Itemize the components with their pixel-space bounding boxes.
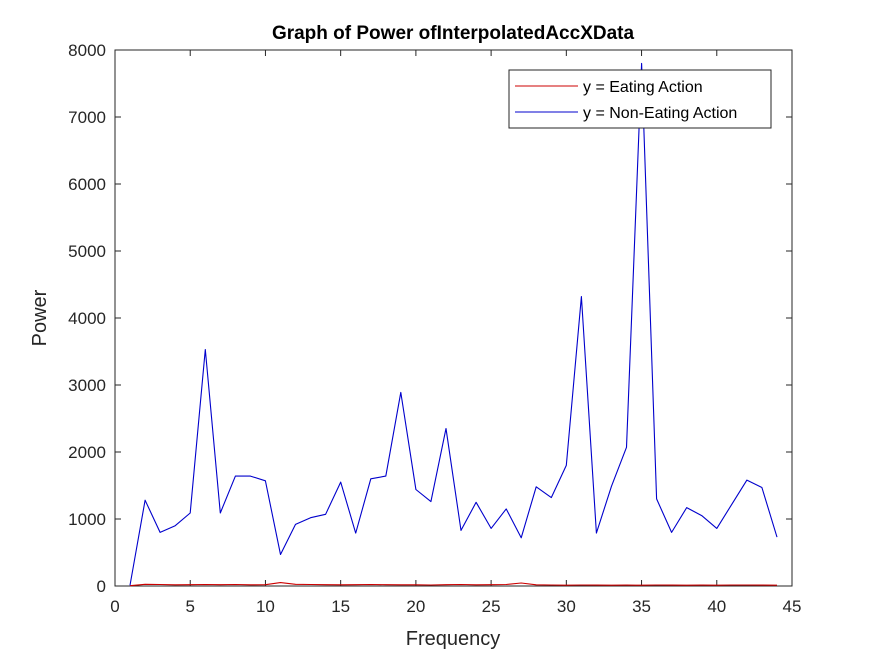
chart-title: Graph of Power ofInterpolatedAccXData [272, 23, 635, 44]
y-tick-label: 0 [97, 577, 106, 596]
y-tick-label: 4000 [68, 309, 106, 328]
x-tick-label: 30 [557, 597, 576, 616]
y-tick-label: 6000 [68, 175, 106, 194]
legend-label-non-eating: y = Non-Eating Action [583, 105, 737, 122]
legend-box [508, 69, 772, 129]
y-tick-label: 3000 [68, 376, 106, 395]
series-lines [129, 62, 778, 587]
y-axis-label: Power [29, 289, 51, 346]
x-tick-label: 45 [783, 597, 802, 616]
x-axis-label: Frequency [406, 628, 501, 650]
x-tick-label: 0 [110, 597, 119, 616]
x-tick-label: 25 [482, 597, 501, 616]
y-tick-label: 1000 [68, 510, 106, 529]
x-tick-labels: 0 5 10 15 20 25 30 35 40 45 [110, 597, 801, 616]
legend: y = Eating Action y = Non-Eating Action [508, 69, 772, 129]
x-tick-label: 5 [185, 597, 194, 616]
legend-label-eating: y = Eating Action [583, 79, 703, 96]
axis-ticks [114, 49, 793, 587]
y-tick-label: 8000 [68, 41, 106, 60]
x-tick-label: 15 [331, 597, 350, 616]
x-tick-label: 35 [632, 597, 651, 616]
x-tick-label: 40 [707, 597, 726, 616]
x-tick-label: 10 [256, 597, 275, 616]
y-tick-labels: 0 1000 2000 3000 4000 5000 6000 7000 8000 [68, 41, 106, 596]
plot-area [114, 49, 793, 587]
series-line-non-eating [129, 62, 778, 586]
y-tick-label: 2000 [68, 443, 106, 462]
x-tick-label: 20 [406, 597, 425, 616]
y-tick-label: 5000 [68, 242, 106, 261]
y-tick-label: 7000 [68, 108, 106, 127]
series-line-eating [129, 582, 778, 587]
